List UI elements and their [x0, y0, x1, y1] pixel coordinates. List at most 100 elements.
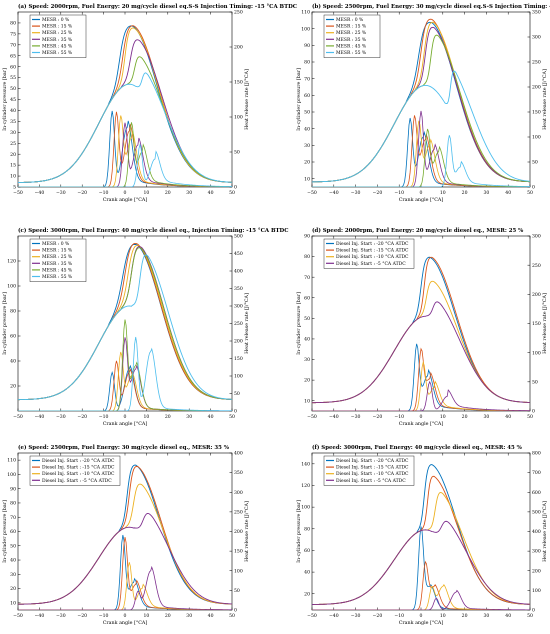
- legend-entry: MESR : 25 %: [42, 254, 73, 260]
- chart-title: (a) Speed: 2000rpm, Fuel Energy: 20 mg/c…: [18, 3, 298, 10]
- y-tick-label: 90: [10, 486, 16, 492]
- y-tick-label: 30: [10, 572, 16, 578]
- y-right-axis-label: Heat release rate [J/°CA]: [542, 293, 548, 354]
- y-right-tick-label: 0: [234, 409, 237, 415]
- x-tick-label: −20: [77, 190, 87, 196]
- y-right-tick-label: 0: [532, 185, 535, 191]
- chart-panel-1: (a) Speed: 2000rpm, Fuel Energy: 20 mg/c…: [2, 3, 298, 203]
- y-right-tick-label: 300: [532, 234, 541, 240]
- pressure-line-3: [312, 280, 530, 404]
- legend-entry: Diesel Inj. Start : -10 °CA ATDC: [336, 471, 409, 477]
- legend-entry: Diesel Inj. Start : -20 °CA ATDC: [42, 458, 115, 464]
- chart-title: (c) Speed: 3000rpm, Fuel Energy: 40 mg/c…: [18, 227, 289, 234]
- y-axis-label: In-cylinder pressure [bar]: [2, 500, 8, 563]
- x-tick-label: 0: [124, 613, 127, 619]
- x-tick-label: −10: [99, 190, 109, 196]
- x-tick-label: 40: [505, 613, 511, 619]
- x-tick-label: −50: [13, 414, 23, 420]
- y-right-axis-label: Heat release rate [J/°CA]: [244, 293, 250, 354]
- y-tick-label: 60: [304, 93, 310, 99]
- legend-entry: Diesel Inj. Start : -10 °CA ATDC: [336, 254, 409, 260]
- y-right-tick-label: 100: [532, 588, 541, 594]
- y-tick-label: 20: [304, 591, 310, 597]
- legend-entry: Diesel Inj. Start : -5 °CA ATDC: [336, 478, 406, 484]
- y-right-axis-label: Heat release rate [J/°CA]: [542, 501, 548, 562]
- y-tick-label: 45: [10, 97, 16, 103]
- x-tick-label: 30: [483, 613, 489, 619]
- y-right-tick-label: 50: [532, 379, 538, 385]
- y-right-tick-label: 0: [234, 608, 237, 614]
- x-tick-label: 0: [124, 190, 127, 196]
- y-tick-label: 15: [10, 163, 16, 169]
- legend-entry: Diesel Inj. Start : -5 °CA ATDC: [336, 261, 406, 267]
- y-right-tick-label: 150: [532, 110, 541, 116]
- y-right-tick-label: 100: [532, 135, 541, 141]
- legend-entry: MESR : 15 %: [336, 24, 367, 30]
- legend-entry: MESR : 55 %: [42, 274, 73, 280]
- y-right-tick-label: 150: [234, 80, 243, 86]
- y-right-tick-label: 150: [234, 356, 243, 362]
- hrr-line-4: [312, 589, 530, 610]
- pressure-line-2: [18, 465, 232, 605]
- x-tick-label: 20: [462, 613, 468, 619]
- y-tick-label: 60: [10, 64, 16, 70]
- hrr-line-4: [18, 565, 232, 610]
- y-tick-label: 40: [10, 108, 16, 114]
- x-tick-label: 20: [462, 414, 468, 420]
- x-tick-label: 40: [208, 414, 214, 420]
- legend-entry: MESR : 35 %: [42, 261, 73, 267]
- pressure-line-4: [312, 301, 530, 404]
- y-right-tick-label: 250: [532, 60, 541, 66]
- y-axis-label: In-cylinder pressure [bar]: [296, 68, 302, 131]
- legend-box: [29, 455, 121, 486]
- legend-entry: MESR : 35 %: [336, 37, 367, 43]
- hrr-line-6: [18, 336, 232, 411]
- legend-box: [29, 14, 87, 58]
- plot-area: [312, 18, 530, 187]
- x-tick-label: −30: [56, 613, 66, 619]
- y-right-tick-label: 100: [234, 374, 243, 380]
- y-tick-label: 110: [301, 10, 310, 16]
- y-tick-label: 120: [7, 259, 16, 265]
- x-tick-label: −20: [77, 414, 87, 420]
- x-tick-label: 50: [527, 190, 533, 196]
- y-right-tick-label: 100: [234, 115, 243, 121]
- y-tick-label: 60: [10, 334, 16, 340]
- legend-entry: MESR : 45 %: [42, 43, 73, 49]
- y-right-axis-label: Heat release rate [J/°CA]: [244, 69, 250, 130]
- pressure-line-6: [312, 70, 530, 183]
- y-axis-label: In-cylinder pressure [bar]: [296, 292, 302, 355]
- legend-entry: Diesel Inj. Start : -15 °CA ATDC: [336, 465, 409, 471]
- chart-title: (b) Speed: 2500rpm, Fuel Energy: 30 mg/c…: [312, 3, 550, 10]
- chart-title: (f) Speed: 3000rpm, Fuel Energy: 40 mg/c…: [312, 444, 522, 451]
- legend: MESR : 0 %MESR : 15 %MESR : 25 %MESR : 3…: [29, 238, 87, 282]
- y-tick-label: 60: [10, 529, 16, 535]
- y-right-tick-label: 450: [234, 251, 243, 257]
- y-right-tick-label: 500: [532, 509, 541, 515]
- pressure-line-1: [18, 464, 232, 605]
- hrr-line-3: [18, 562, 232, 610]
- y-tick-label: 60: [304, 548, 310, 554]
- y-tick-label: 40: [304, 126, 310, 132]
- y-right-tick-label: 400: [234, 269, 243, 275]
- y-tick-label: 80: [304, 254, 310, 260]
- y-axis-label: In-cylinder pressure [bar]: [2, 292, 8, 355]
- y-tick-label: 60: [304, 295, 310, 301]
- hrr-line-4: [312, 380, 530, 411]
- x-tick-label: 50: [527, 414, 533, 420]
- x-axis-label: Crank angle [°CA]: [103, 620, 148, 626]
- y-tick-label: 100: [301, 505, 310, 511]
- legend-entry: MESR : 35 %: [42, 37, 73, 43]
- y-tick-label: 70: [10, 515, 16, 521]
- y-right-tick-label: 50: [234, 588, 240, 594]
- y-tick-label: 10: [10, 600, 16, 606]
- y-tick-label: 30: [304, 143, 310, 149]
- x-tick-label: 40: [505, 190, 511, 196]
- y-right-tick-label: 200: [234, 529, 243, 535]
- y-tick-label: 40: [304, 570, 310, 576]
- hrr-line-5: [312, 128, 530, 187]
- x-tick-label: 0: [420, 414, 423, 420]
- legend-entry: MESR : 15 %: [42, 248, 73, 254]
